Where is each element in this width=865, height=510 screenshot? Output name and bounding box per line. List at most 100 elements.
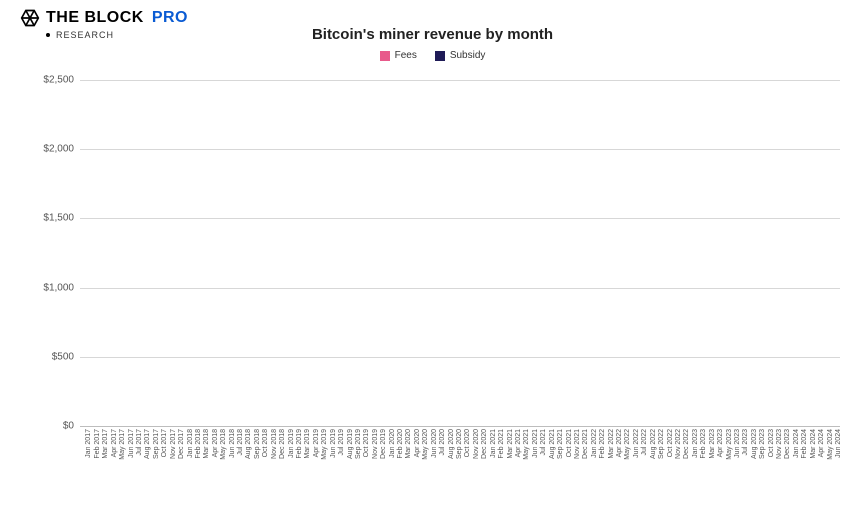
legend-item: Fees (380, 50, 417, 61)
x-tick-label: Sep 2017 (149, 426, 156, 498)
x-tick-label: Jan 2017 (82, 426, 89, 498)
x-tick-label: Feb 2019 (293, 426, 300, 498)
x-tick-label: Mar 2020 (402, 426, 409, 498)
x-tick-label: Oct 2021 (562, 426, 569, 498)
grid-line (80, 357, 840, 358)
block-logo-icon (20, 8, 40, 28)
x-tick-label: Feb 2018 (191, 426, 198, 498)
x-tick-label: Feb 2021 (495, 426, 502, 498)
x-tick-label: Sep 2018 (250, 426, 257, 498)
x-tick-label: Aug 2022 (646, 426, 653, 498)
x-tick-label: Nov 2023 (773, 426, 780, 498)
x-tick-label: Apr 2018 (208, 426, 215, 498)
grid-line (80, 149, 840, 150)
x-tick-label: Sep 2021 (554, 426, 561, 498)
x-tick-label: Dec 2023 (781, 426, 788, 498)
x-tick-label: Apr 2017 (107, 426, 114, 498)
x-tick-label: Feb 2024 (798, 426, 805, 498)
x-tick-label: Feb 2022 (596, 426, 603, 498)
x-tick-label: Jan 2018 (183, 426, 190, 498)
x-tick-label: Jun 2018 (225, 426, 232, 498)
x-tick-label: Nov 2020 (469, 426, 476, 498)
chart-area: Amount (million USD) Jan 2017Feb 2017Mar… (20, 70, 845, 498)
legend-item: Subsidy (435, 50, 486, 61)
x-tick-label: Aug 2018 (242, 426, 249, 498)
x-tick-label: Apr 2020 (410, 426, 417, 498)
x-axis-labels: Jan 2017Feb 2017Mar 2017Apr 2017May 2017… (80, 426, 840, 498)
x-tick-label: Jul 2019 (335, 426, 342, 498)
x-tick-label: Apr 2021 (512, 426, 519, 498)
legend: Fees Subsidy (0, 50, 865, 61)
x-tick-label: Aug 2020 (444, 426, 451, 498)
x-tick-label: Apr 2019 (309, 426, 316, 498)
x-tick-label: Jul 2018 (234, 426, 241, 498)
bars-container (80, 80, 840, 426)
x-tick-label: Jan 2020 (385, 426, 392, 498)
x-tick-label: Mar 2018 (200, 426, 207, 498)
x-tick-label: Jan 2022 (587, 426, 594, 498)
x-tick-label: Dec 2020 (478, 426, 485, 498)
y-tick-label: $500 (52, 351, 74, 362)
x-tick-label: Sep 2020 (453, 426, 460, 498)
x-tick-label: Jan 2019 (284, 426, 291, 498)
x-tick-label: Jun 2019 (326, 426, 333, 498)
brand-name: THE BLOCK (46, 10, 144, 26)
x-tick-label: Jun 2022 (629, 426, 636, 498)
chart-title: Bitcoin's miner revenue by month (0, 26, 865, 43)
x-tick-label: May 2017 (116, 426, 123, 498)
x-tick-label: Mar 2024 (806, 426, 813, 498)
x-tick-label: Jun 2021 (528, 426, 535, 498)
x-tick-label: Mar 2019 (301, 426, 308, 498)
x-tick-label: Jul 2021 (537, 426, 544, 498)
x-tick-label: May 2020 (419, 426, 426, 498)
x-tick-label: Aug 2017 (141, 426, 148, 498)
x-tick-label: Jun 2020 (427, 426, 434, 498)
x-tick-label: Mar 2021 (503, 426, 510, 498)
x-tick-label: Jan 2024 (789, 426, 796, 498)
x-tick-label: Dec 2018 (276, 426, 283, 498)
x-tick-label: Nov 2022 (672, 426, 679, 498)
x-tick-label: Nov 2021 (570, 426, 577, 498)
x-tick-label: Dec 2019 (377, 426, 384, 498)
x-tick-label: Jun 2023 (730, 426, 737, 498)
x-tick-label: Oct 2020 (461, 426, 468, 498)
x-tick-label: Aug 2023 (747, 426, 754, 498)
grid-line (80, 288, 840, 289)
x-tick-label: May 2021 (520, 426, 527, 498)
x-tick-label: May 2024 (823, 426, 830, 498)
x-tick-label: Jun 2017 (124, 426, 131, 498)
x-tick-label: Dec 2022 (680, 426, 687, 498)
grid-line (80, 218, 840, 219)
legend-swatch (380, 51, 390, 61)
x-tick-label: Apr 2023 (714, 426, 721, 498)
x-tick-label: May 2023 (722, 426, 729, 498)
x-tick-label: Feb 2020 (394, 426, 401, 498)
x-tick-label: Jul 2022 (638, 426, 645, 498)
y-tick-label: $1,500 (43, 213, 74, 224)
x-tick-label: Sep 2019 (352, 426, 359, 498)
x-tick-label: Jun 2024 (832, 426, 839, 498)
grid-line (80, 426, 840, 427)
x-tick-label: Mar 2023 (705, 426, 712, 498)
x-tick-label: Oct 2023 (764, 426, 771, 498)
x-tick-label: Oct 2017 (158, 426, 165, 498)
brand-header: THE BLOCK PRO (20, 8, 845, 28)
x-tick-label: Oct 2019 (360, 426, 367, 498)
x-tick-label: Jan 2021 (486, 426, 493, 498)
legend-swatch (435, 51, 445, 61)
x-tick-label: May 2018 (217, 426, 224, 498)
x-tick-label: Mar 2022 (604, 426, 611, 498)
x-tick-label: Mar 2017 (99, 426, 106, 498)
x-tick-label: Jul 2020 (436, 426, 443, 498)
y-tick-label: $2,500 (43, 75, 74, 86)
x-tick-label: Nov 2019 (368, 426, 375, 498)
y-tick-label: $1,000 (43, 282, 74, 293)
x-tick-label: Apr 2022 (613, 426, 620, 498)
x-tick-label: Aug 2019 (343, 426, 350, 498)
x-tick-label: Oct 2018 (259, 426, 266, 498)
legend-label: Subsidy (450, 50, 486, 61)
x-tick-label: Sep 2023 (756, 426, 763, 498)
grid-line (80, 80, 840, 81)
x-tick-label: Jul 2017 (133, 426, 140, 498)
x-tick-label: Sep 2022 (655, 426, 662, 498)
